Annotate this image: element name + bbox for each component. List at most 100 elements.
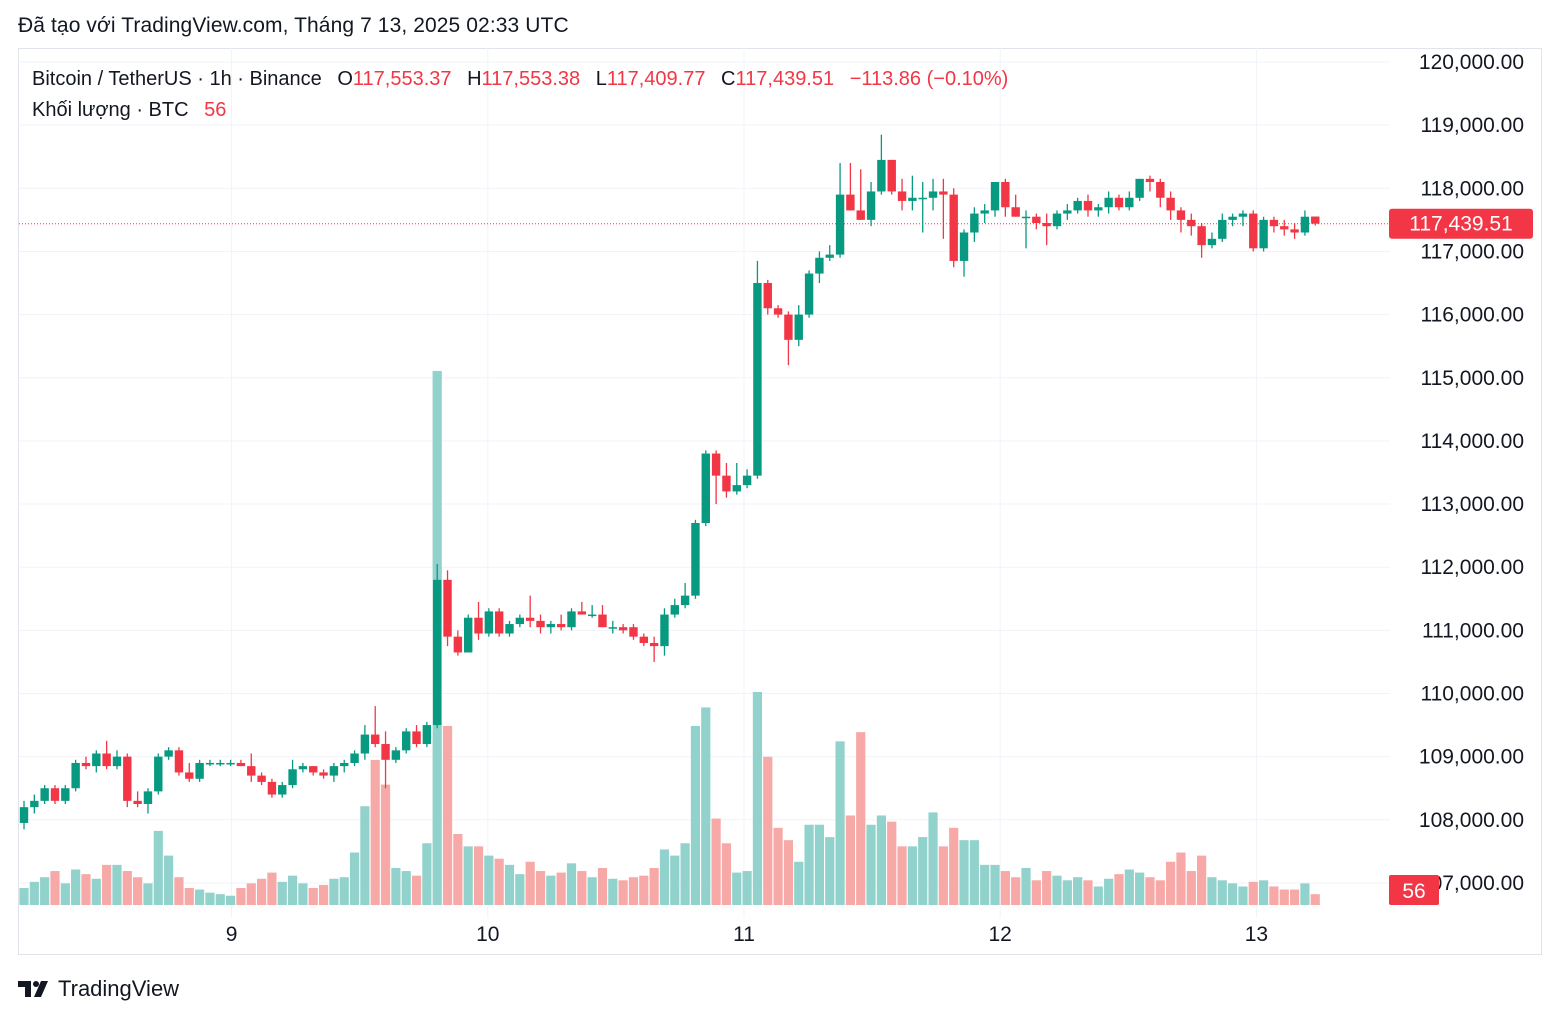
candle-body[interactable] (309, 766, 318, 773)
candle-body[interactable] (164, 750, 173, 757)
candle-body[interactable] (1311, 216, 1320, 224)
candle-body[interactable] (422, 725, 432, 745)
candle-body[interactable] (1187, 219, 1196, 227)
candle-body[interactable] (804, 273, 814, 315)
candle-body[interactable] (226, 762, 235, 765)
candle-body[interactable] (1052, 213, 1062, 227)
candle-body[interactable] (185, 772, 194, 779)
candle-body[interactable] (949, 194, 958, 261)
candle-body[interactable] (1259, 219, 1268, 249)
candle-body[interactable] (649, 642, 659, 647)
tradingview-logo[interactable]: TradingView (18, 974, 179, 1004)
candle-body[interactable] (618, 627, 628, 631)
candle-body[interactable] (608, 627, 618, 629)
candle-body[interactable] (350, 753, 359, 763)
candle-body[interactable] (484, 611, 494, 634)
legend-symbol[interactable]: Bitcoin / TetherUS · 1h · Binance (32, 68, 322, 90)
candle-body[interactable] (267, 781, 277, 795)
candle-body[interactable] (1094, 207, 1103, 211)
candle-body[interactable] (381, 744, 390, 760)
candle-body[interactable] (133, 800, 142, 805)
candle-body[interactable] (1156, 181, 1165, 198)
candle-body[interactable] (732, 485, 741, 492)
candle-body[interactable] (474, 617, 483, 634)
candle-body[interactable] (340, 762, 349, 767)
candle-body[interactable] (1166, 197, 1175, 211)
candle-body[interactable] (494, 611, 504, 634)
candle-body[interactable] (536, 620, 545, 628)
candle-body[interactable] (587, 614, 597, 617)
candle-body[interactable] (1001, 181, 1010, 208)
candle-body[interactable] (402, 731, 411, 751)
candle-body[interactable] (546, 624, 556, 628)
candle-body[interactable] (154, 756, 163, 792)
candle-body[interactable] (1042, 223, 1051, 227)
candle-body[interactable] (577, 611, 587, 615)
candle-body[interactable] (433, 579, 442, 726)
candle-body[interactable] (298, 766, 308, 770)
candle-body[interactable] (112, 756, 122, 767)
candle-body[interactable] (928, 191, 938, 198)
candle-body[interactable] (515, 617, 525, 625)
candle-body[interactable] (329, 766, 339, 776)
candle-body[interactable] (556, 624, 566, 628)
candle-body[interactable] (19, 807, 29, 823)
candle-body[interactable] (1083, 200, 1093, 211)
legend-volume-label[interactable]: Khối lượng · BTC (32, 99, 189, 121)
candle-body[interactable] (680, 595, 690, 606)
candle-body[interactable] (1063, 210, 1072, 214)
candle-body[interactable] (1228, 216, 1237, 220)
candle-body[interactable] (1290, 229, 1299, 233)
candle-body[interactable] (525, 617, 535, 621)
candle-body[interactable] (453, 636, 463, 653)
candle-body[interactable] (61, 788, 70, 801)
candle-body[interactable] (660, 614, 669, 647)
candle-body[interactable] (846, 194, 855, 211)
candle-body[interactable] (1280, 226, 1289, 230)
candle-body[interactable] (1104, 197, 1113, 208)
candle-body[interactable] (360, 734, 370, 754)
candle-body[interactable] (443, 579, 452, 637)
candle-body[interactable] (81, 762, 91, 767)
candle-body[interactable] (629, 627, 638, 637)
candle-body[interactable] (835, 194, 845, 255)
candle-body[interactable] (1011, 207, 1020, 217)
candle-body[interactable] (794, 314, 803, 340)
candle-body[interactable] (763, 283, 772, 309)
candle-body[interactable] (970, 213, 979, 233)
candle-body[interactable] (92, 753, 101, 767)
candle-body[interactable] (670, 605, 679, 615)
candle-body[interactable] (278, 785, 287, 795)
candle-body[interactable] (1218, 219, 1227, 239)
candle-body[interactable] (856, 210, 865, 220)
candle-body[interactable] (742, 475, 752, 486)
candle-body[interactable] (701, 453, 710, 523)
candle-body[interactable] (463, 617, 473, 653)
candle-body[interactable] (50, 788, 60, 801)
candle-body[interactable] (866, 191, 876, 220)
candle-body[interactable] (391, 750, 401, 760)
candle-body[interactable] (877, 159, 886, 192)
candle-body[interactable] (1145, 178, 1155, 182)
candle-body[interactable] (371, 734, 380, 745)
candle-body[interactable] (236, 762, 246, 767)
candle-body[interactable] (40, 788, 49, 801)
candle-body[interactable] (1238, 213, 1248, 217)
candle-body[interactable] (753, 283, 762, 476)
candle-body[interactable] (319, 772, 328, 776)
candle-body[interactable] (505, 624, 514, 634)
candle-body[interactable] (216, 762, 225, 765)
candle-body[interactable] (959, 232, 969, 261)
candle-body[interactable] (1032, 216, 1041, 224)
candle-body[interactable] (102, 753, 111, 767)
candle-body[interactable] (980, 210, 989, 214)
candle-body[interactable] (1197, 226, 1206, 246)
candle-body[interactable] (1207, 238, 1217, 246)
candle-body[interactable] (174, 750, 184, 773)
candle-body[interactable] (288, 769, 297, 786)
candle-body[interactable] (1176, 210, 1186, 220)
candle-body[interactable] (247, 766, 256, 776)
candle-body[interactable] (897, 191, 907, 201)
candle-body[interactable] (71, 762, 80, 789)
